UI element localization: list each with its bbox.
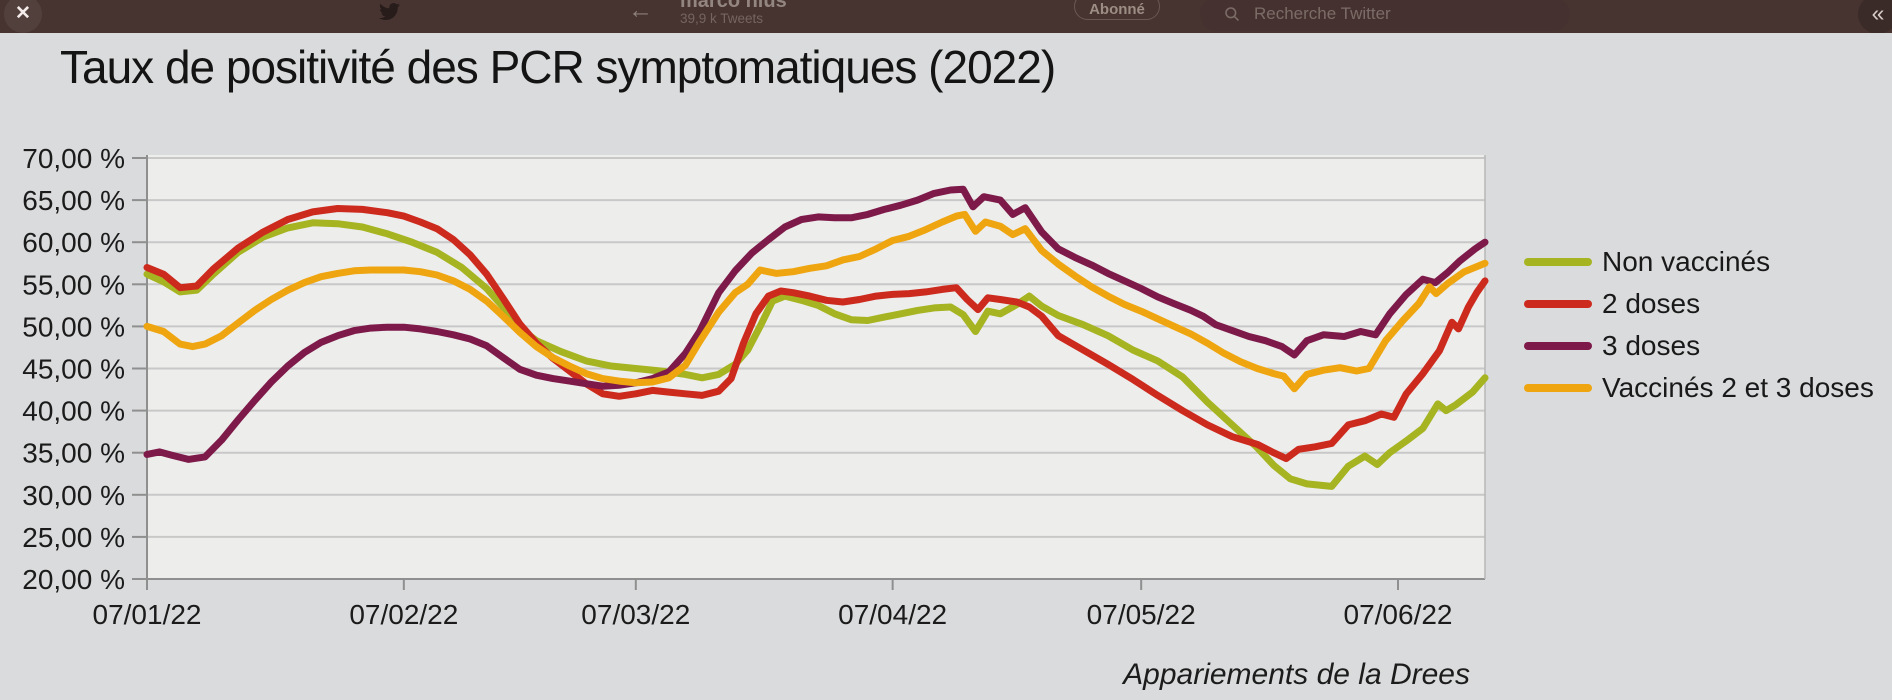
x-axis-label: 07/04/22: [838, 599, 947, 630]
legend-label: Vaccinés 2 et 3 doses: [1602, 372, 1874, 403]
chevron-double-left-icon: «: [1871, 0, 1885, 26]
x-axis-label: 07/03/22: [581, 599, 690, 630]
twitter-bird-icon[interactable]: [377, 1, 402, 22]
chart-title: Taux de positivité des PCR symptomatique…: [60, 41, 1056, 93]
overlay-top-bar: ✕ ← marco nius 39,9 k Tweets Abonné Rech…: [0, 0, 1892, 33]
series-line-vaccines-2-et-3-doses: [143, 210, 1489, 393]
x-axis-label: 07/01/22: [93, 599, 202, 630]
legend-label: 2 doses: [1602, 288, 1701, 319]
y-axis-label: 70,00 %: [22, 143, 125, 174]
y-axis-label: 55,00 %: [22, 269, 125, 300]
series-line-non-vaccines: [143, 219, 1489, 490]
search-icon: [1225, 7, 1239, 21]
search-input[interactable]: Recherche Twitter: [1200, 0, 1570, 31]
legend-swatch-non-vaccines: [1524, 258, 1592, 266]
account-name: marco nius: [680, 0, 787, 12]
y-axis-label: 40,00 %: [22, 396, 125, 427]
back-arrow-icon[interactable]: ←: [628, 0, 653, 24]
series-line-trois-doses: [143, 185, 1489, 463]
search-placeholder: Recherche Twitter: [1254, 4, 1391, 23]
chart-legend: Non vaccinés 2 doses 3 doses Vaccinés 2 et …: [1524, 241, 1874, 409]
legend-item-deux-doses: 2 doses: [1524, 283, 1874, 325]
x-axis-label: 07/06/22: [1344, 599, 1453, 630]
x-axis-label: 07/02/22: [349, 599, 458, 630]
y-axis-label: 65,00 %: [22, 185, 125, 216]
y-axis-label: 45,00 %: [22, 354, 125, 385]
y-axis-label: 35,00 %: [22, 438, 125, 469]
collapse-button[interactable]: «: [1858, 0, 1892, 33]
close-icon: ✕: [15, 3, 31, 24]
y-axis-label: 25,00 %: [22, 522, 125, 553]
legend-swatch-vaccines-2-et-3-doses: [1524, 384, 1592, 392]
y-axis-label: 20,00 %: [22, 564, 125, 595]
close-button[interactable]: ✕: [4, 0, 42, 33]
legend-label: 3 doses: [1602, 330, 1701, 361]
legend-item-vaccines-2-et-3-doses: Vaccinés 2 et 3 doses: [1524, 367, 1874, 409]
legend-swatch-trois-doses: [1524, 342, 1592, 350]
series-line-deux-doses: [143, 205, 1489, 463]
legend-item-non-vaccines: Non vaccinés: [1524, 241, 1874, 283]
x-axis-label: 07/05/22: [1087, 599, 1196, 630]
y-axis-label: 50,00 %: [22, 311, 125, 342]
source-note: Appariements de la Drees: [1123, 658, 1470, 691]
y-axis-label: 30,00 %: [22, 480, 125, 511]
legend-swatch-deux-doses: [1524, 300, 1592, 308]
y-axis-label: 60,00 %: [22, 227, 125, 258]
legend-label: Non vaccinés: [1602, 246, 1771, 277]
tweets-count: 39,9 k Tweets: [680, 11, 764, 26]
legend-item-trois-doses: 3 doses: [1524, 325, 1874, 367]
follow-button[interactable]: Abonné: [1074, 0, 1160, 20]
